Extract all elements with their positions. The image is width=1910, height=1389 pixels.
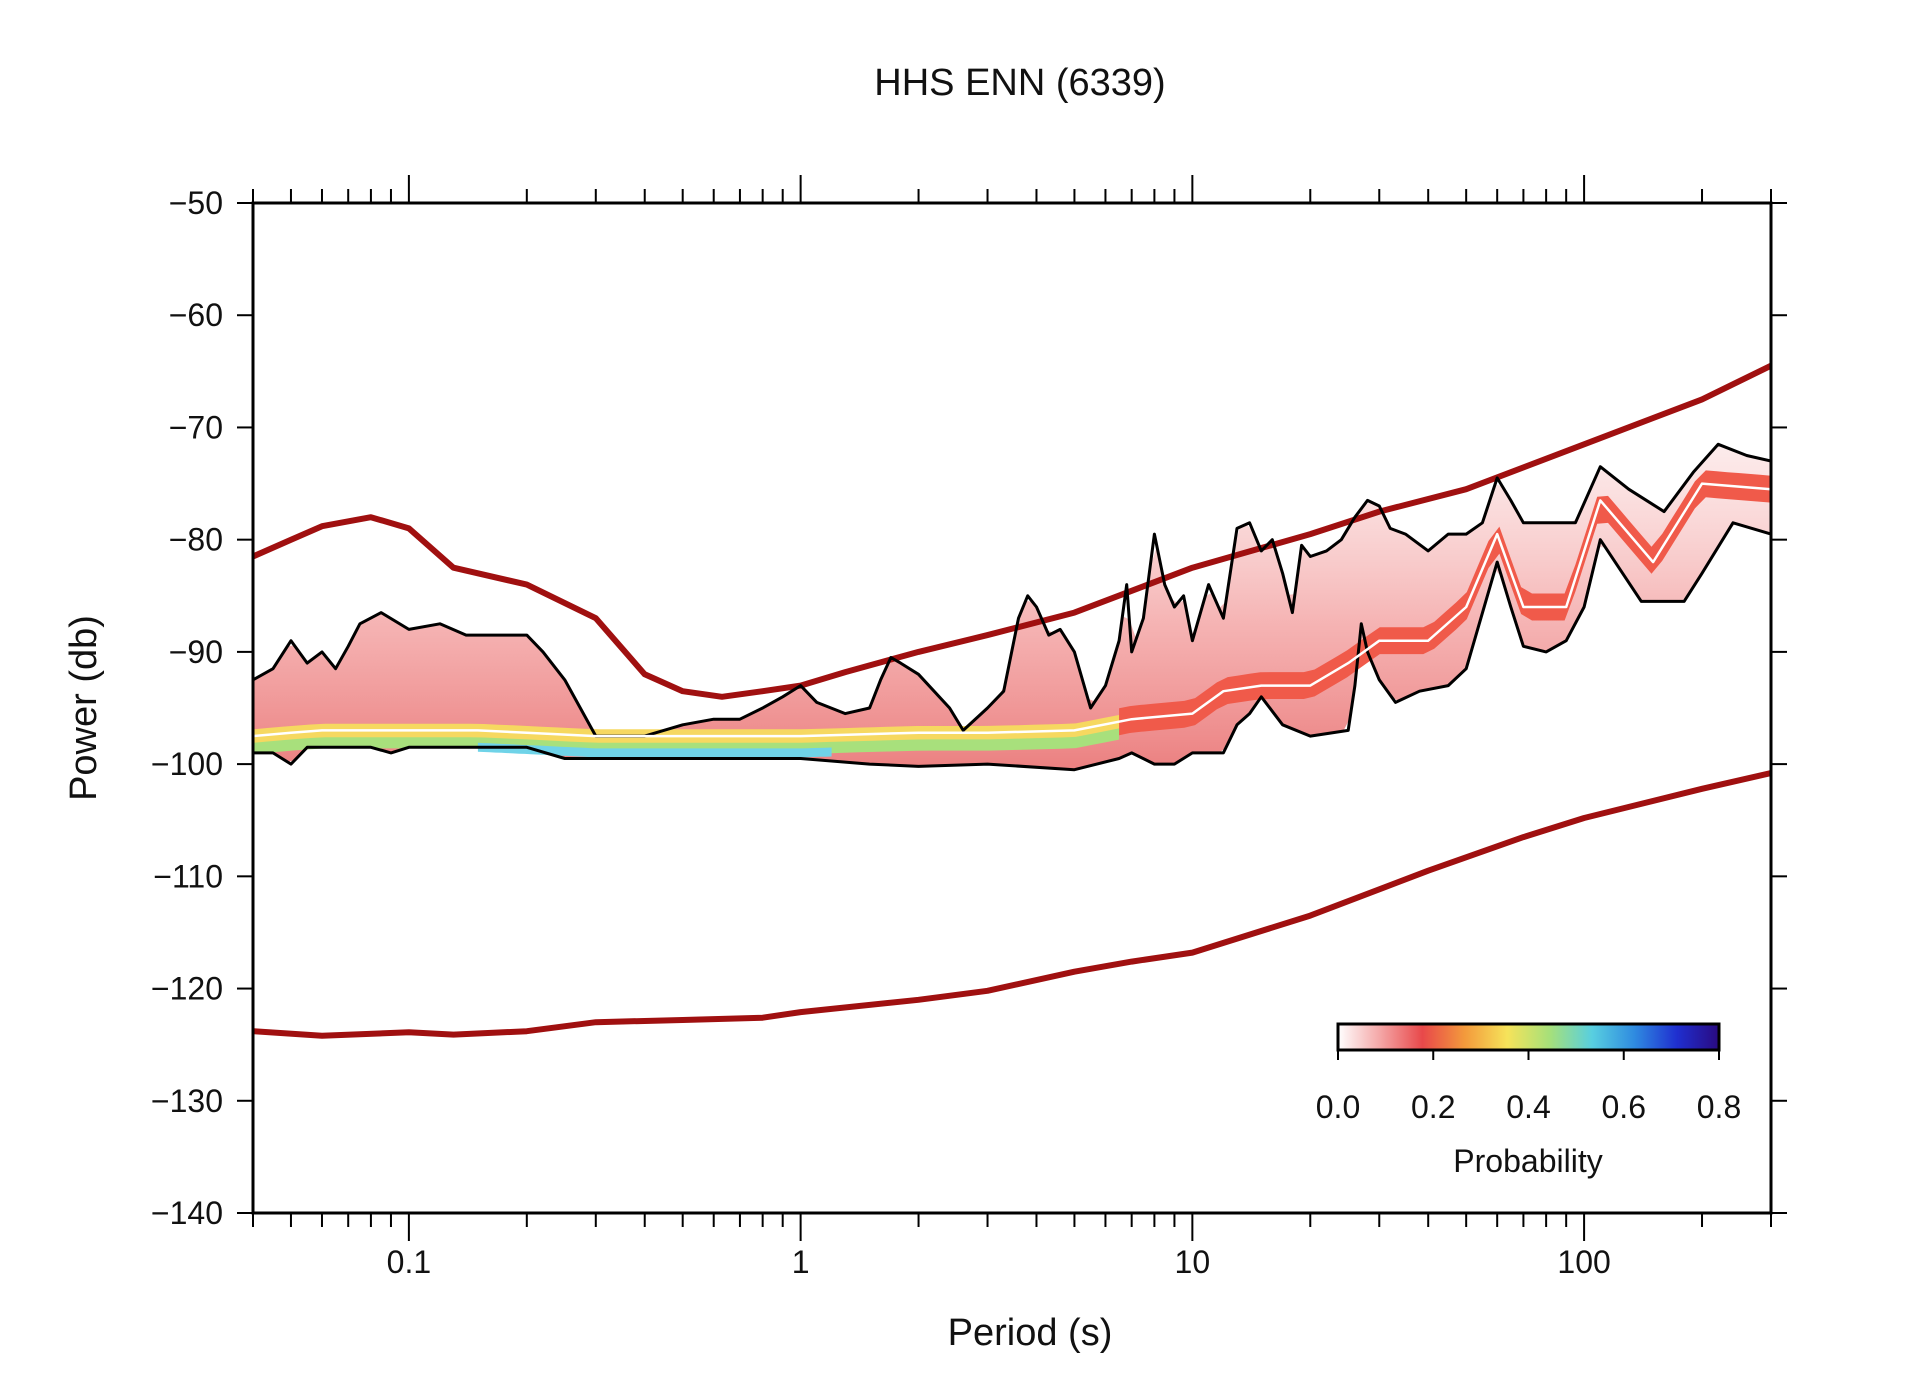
y-tick-label: −110 bbox=[153, 858, 223, 894]
y-axis-label: Power (db) bbox=[63, 615, 105, 801]
series-lines bbox=[253, 362, 1771, 1039]
lower-percentile-line bbox=[253, 521, 1771, 772]
y-tick-label: −140 bbox=[151, 1195, 223, 1231]
density-band bbox=[253, 446, 1771, 770]
x-tick-label: 100 bbox=[1557, 1244, 1610, 1280]
x-axis: 0.1 1 10 100 bbox=[387, 1244, 1611, 1280]
y-tick-label: −70 bbox=[169, 409, 223, 445]
x-tick-label: 10 bbox=[1175, 1244, 1211, 1280]
density-stripe-red bbox=[1119, 470, 1771, 736]
colorbar-tick-label: 0.8 bbox=[1697, 1089, 1741, 1125]
colorbar-tick-label: 0.2 bbox=[1411, 1089, 1455, 1125]
colorbar-ticks: 0.0 0.2 0.4 0.6 0.8 bbox=[1316, 1050, 1741, 1125]
y-tick-label: −50 bbox=[169, 185, 223, 221]
colorbar-gradient bbox=[1336, 1022, 1721, 1052]
x-tick-label: 0.1 bbox=[387, 1244, 431, 1280]
low-noise-model-line bbox=[253, 770, 1771, 1039]
chart-title: HHS ENN (6339) bbox=[874, 62, 1165, 104]
y-tick-label: −90 bbox=[169, 634, 223, 670]
upper-percentile-line bbox=[253, 442, 1771, 738]
plot-frame bbox=[251, 201, 1773, 1215]
y-tick-label: −60 bbox=[169, 297, 223, 333]
y-tick-label: −130 bbox=[151, 1083, 223, 1119]
density-stripe-cyan bbox=[477, 742, 832, 758]
y-axis: −50 −60 −70 −80 −90 −100 −110 −120 −130 −140 bbox=[151, 185, 223, 1231]
high-noise-model-line bbox=[253, 362, 1771, 700]
colorbar-tick-label: 0.0 bbox=[1316, 1089, 1360, 1125]
y-tick-label: −100 bbox=[151, 746, 223, 782]
y-tick-label: −80 bbox=[169, 522, 223, 558]
colorbar-label: Probability bbox=[1453, 1143, 1602, 1179]
x-axis-label: Period (s) bbox=[948, 1312, 1113, 1354]
y-tick-label: −120 bbox=[151, 971, 223, 1007]
mode-line bbox=[253, 482, 1771, 738]
x-tick-label: 1 bbox=[792, 1244, 810, 1280]
probability-density bbox=[253, 446, 1771, 770]
colorbar-tick-label: 0.6 bbox=[1602, 1089, 1646, 1125]
colorbar-legend: 0.0 0.2 0.4 0.6 0.8 Probability bbox=[1316, 1022, 1741, 1179]
axis-ticks bbox=[237, 175, 1787, 1241]
colorbar-tick-label: 0.4 bbox=[1506, 1089, 1550, 1125]
